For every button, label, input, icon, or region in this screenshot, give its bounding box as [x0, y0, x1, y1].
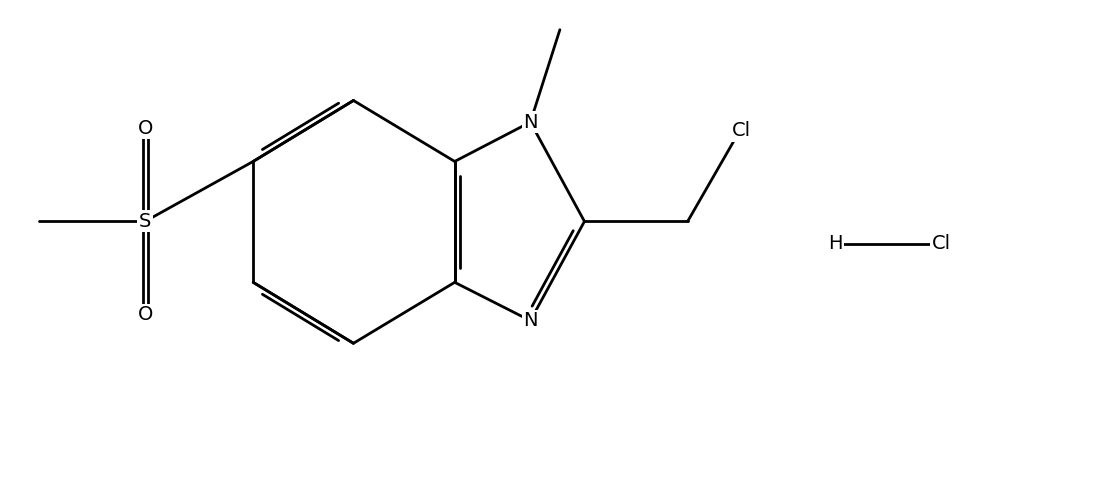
Text: O: O	[137, 119, 152, 138]
Text: N: N	[523, 311, 538, 330]
Text: H: H	[828, 235, 842, 253]
Text: O: O	[137, 305, 152, 324]
Text: S: S	[139, 212, 151, 231]
Text: N: N	[523, 113, 538, 132]
Text: Cl: Cl	[732, 122, 751, 141]
Text: Cl: Cl	[932, 235, 950, 253]
